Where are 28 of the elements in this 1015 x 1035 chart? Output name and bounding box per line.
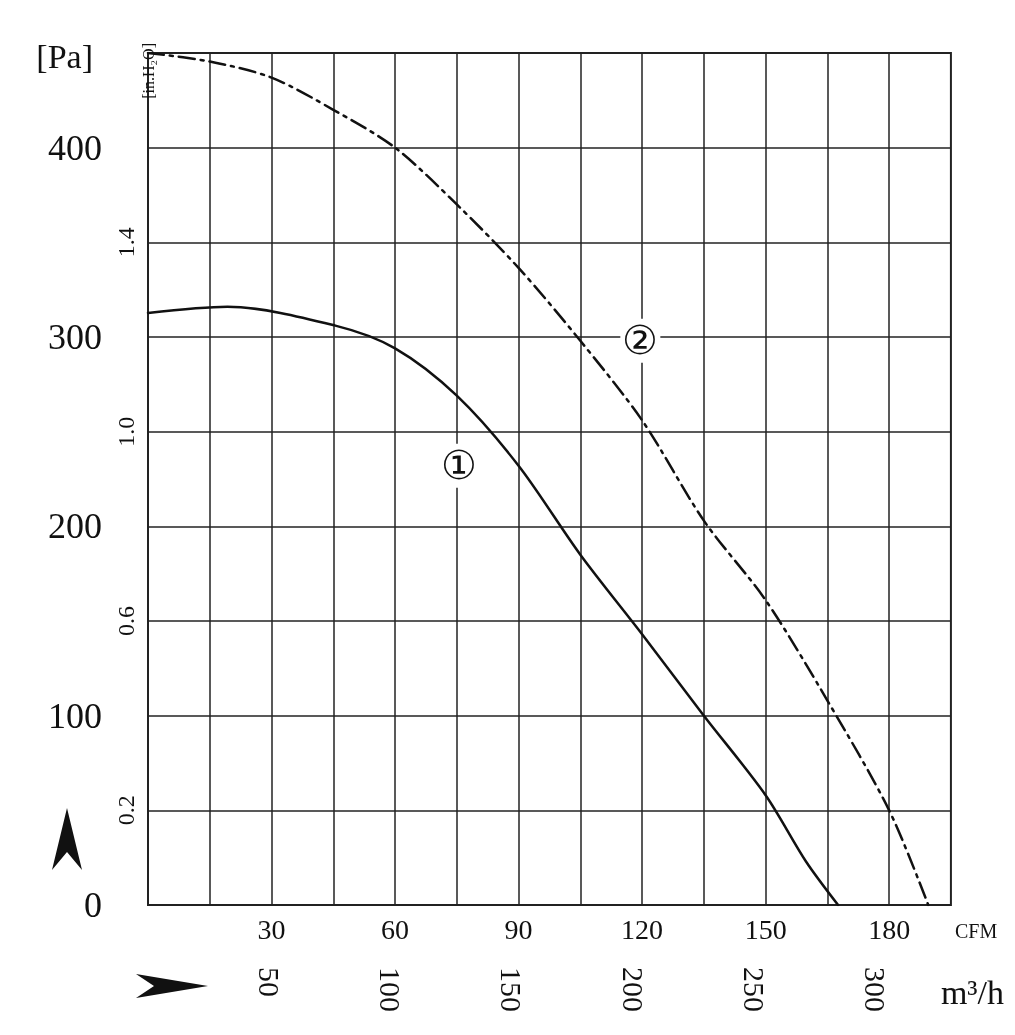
x-tick-label: 120	[621, 913, 664, 945]
x2-tick-label: 200	[616, 967, 650, 1012]
x2-axis-title: m³/h	[940, 973, 1005, 1011]
x2-tick-label: 300	[859, 967, 893, 1012]
x-tick-label: 90	[504, 913, 533, 945]
x2-tick-label: 150	[495, 967, 529, 1012]
x-tick-label: 30	[257, 913, 286, 945]
x-tick-label: 150	[744, 913, 787, 945]
x-axis-title: CFM	[954, 920, 998, 942]
x-tick-label: 180	[868, 913, 911, 945]
y2-tick-label: 0.2	[113, 795, 139, 826]
y-tick-label: 0	[84, 885, 102, 925]
x2-tick-label: 250	[737, 967, 771, 1012]
y-tick-label: 300	[48, 317, 102, 357]
series-label: ①	[440, 443, 477, 489]
y-tick-label: 200	[48, 506, 102, 547]
y-tick-label: 400	[48, 127, 102, 168]
y-tick-label: 100	[48, 695, 102, 736]
series-label: ②	[622, 318, 659, 364]
line-series	[146, 305, 840, 907]
y-axis-title: [Pa]	[36, 37, 93, 75]
y2-tick-label: 1.4	[113, 227, 139, 258]
y2-axis-title: [in.H₂O]	[139, 43, 157, 99]
x2-tick-label: 100	[374, 967, 408, 1012]
y2-tick-label: 0.6	[113, 606, 139, 636]
y2-tick-label: 1.0	[113, 416, 139, 447]
x-tick-label: 60	[381, 913, 410, 945]
x2-tick-label: 50	[252, 967, 286, 997]
